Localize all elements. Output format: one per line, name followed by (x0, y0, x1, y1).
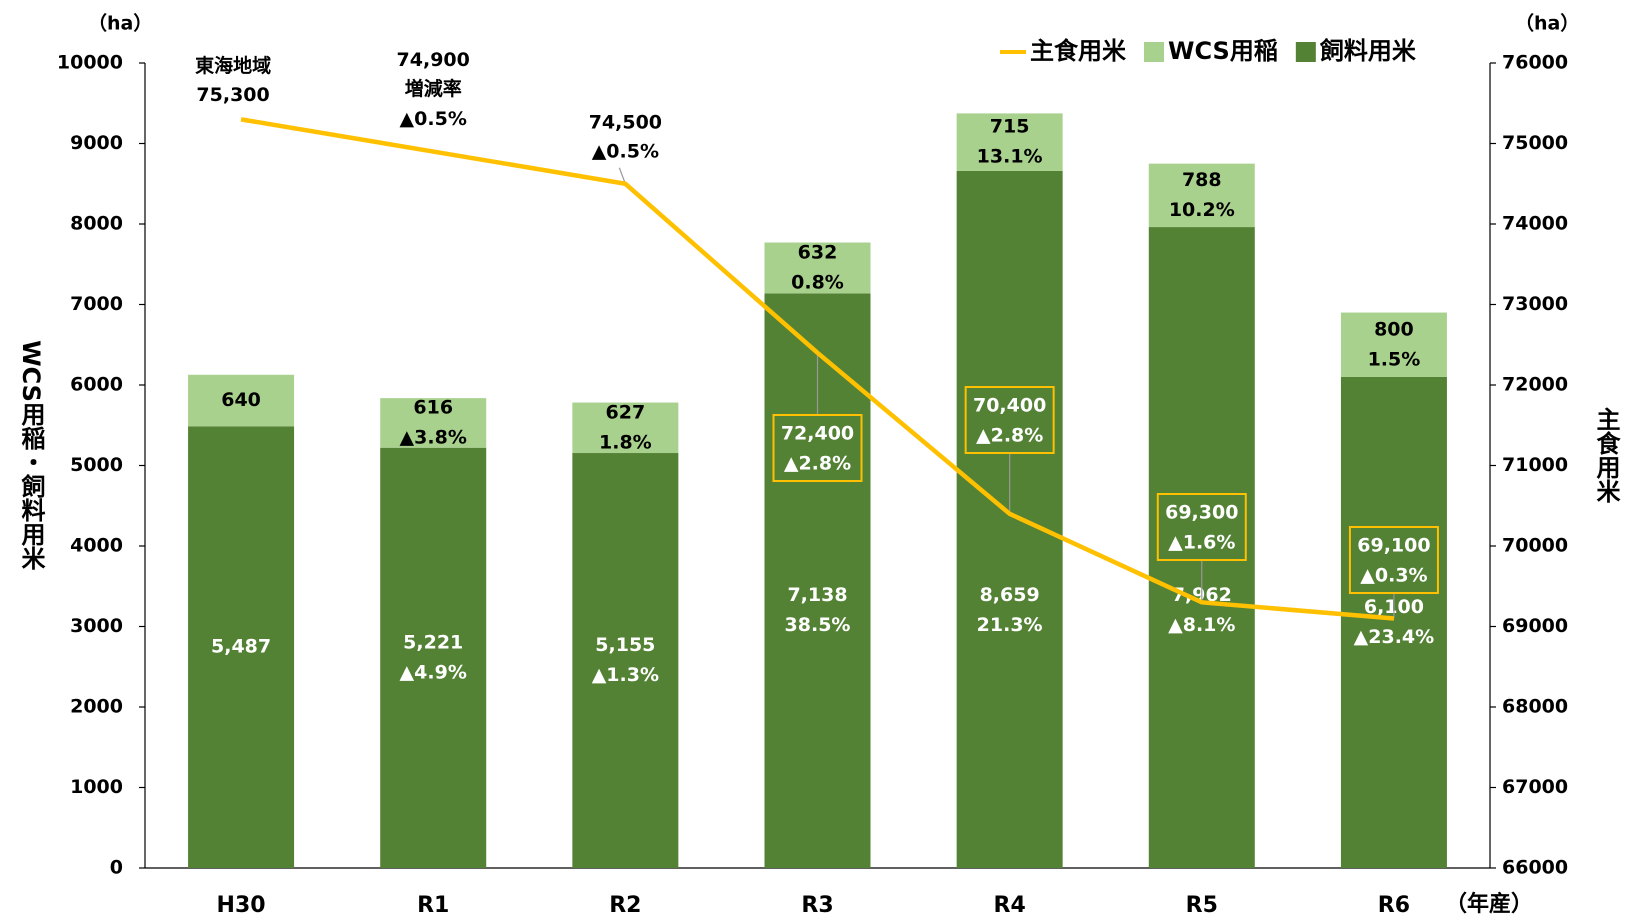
y-tick-label: 9000 (70, 132, 123, 154)
bar-value-label: 715 (990, 116, 1030, 138)
bar-change-label: 0.8% (791, 271, 844, 293)
bar-value-label: 5,221 (403, 631, 463, 653)
bar-segment (572, 453, 679, 868)
x-tick-label: R5 (1186, 893, 1218, 918)
legend-swatch (1144, 42, 1164, 62)
x-tick-label: R1 (417, 893, 449, 918)
y2-tick-label: 72000 (1502, 374, 1568, 396)
label-box (1156, 493, 1247, 561)
leader-line (618, 167, 626, 184)
bar-segment (188, 374, 295, 427)
line-value-label: 72,400 (781, 423, 854, 445)
y2-tick-label: 66000 (1502, 857, 1568, 879)
y-tick-label: 8000 (70, 213, 123, 235)
line-change-label: ▲0.5% (400, 108, 467, 130)
bar-change-label: ▲4.9% (400, 661, 467, 683)
line-change-label: ▲0.3% (1360, 565, 1427, 587)
y-tick-label: 10000 (57, 52, 123, 74)
bar-segment (572, 402, 679, 454)
legend-swatch (1295, 42, 1316, 62)
bar-value-label: 616 (413, 396, 453, 418)
line (240, 117, 1395, 621)
line-value-label: 74,500 (589, 111, 662, 133)
y-axis-label: WCS用稲・飼料用米 (17, 340, 45, 570)
y2-tick-label: 74000 (1502, 213, 1568, 235)
y2-tick-label: 73000 (1502, 293, 1568, 315)
label-box (772, 414, 863, 482)
y-tick-label: 3000 (70, 615, 123, 637)
label-box (1348, 526, 1439, 594)
legend-label: 飼料用米 (1320, 37, 1416, 65)
line-value-label: 75,300 (196, 84, 269, 106)
bar-change-label: ▲8.1% (1168, 614, 1235, 636)
bar-change-label: ▲3.8% (400, 426, 467, 448)
bar-segment (956, 113, 1063, 171)
bar-value-label: 632 (798, 241, 838, 263)
y-tick-label: 7000 (70, 293, 123, 315)
y2-tick-label: 71000 (1502, 454, 1568, 476)
bar-change-label: 1.8% (599, 431, 652, 453)
y-tick-label: 6000 (70, 374, 123, 396)
y-tick-label: 5000 (70, 454, 123, 476)
bar-segment (764, 242, 871, 294)
bar-change-label: 13.1% (977, 146, 1043, 168)
legend-label: 主食用米 (1030, 37, 1126, 65)
y-tick-label: 0 (110, 857, 123, 879)
bar-change-label: 38.5% (785, 614, 851, 636)
x-tick-label: R2 (609, 893, 641, 918)
y2-tick-label: 69000 (1502, 615, 1568, 637)
y2-tick-label: 70000 (1502, 535, 1568, 557)
bar-change-label: 10.2% (1169, 199, 1235, 221)
y2-tick-label: 75000 (1502, 132, 1568, 154)
x-tick-label: R4 (994, 893, 1026, 918)
bar-value-label: 5,155 (595, 634, 655, 656)
line-value-label: 70,400 (973, 395, 1046, 417)
y2-unit: （ha） (1515, 12, 1579, 35)
y2-tick-label: 76000 (1502, 52, 1568, 74)
x-unit: （年産） (1445, 891, 1533, 917)
y-unit: （ha） (88, 12, 152, 35)
x-tick-label: H30 (217, 893, 266, 918)
line-change-label: ▲2.8% (784, 453, 851, 475)
line-value-label: 74,900 (397, 49, 470, 71)
y-tick-label: 4000 (70, 535, 123, 557)
bar-segment (1340, 376, 1447, 868)
y2-axis-label: 主食用米 (1592, 407, 1620, 503)
legend-label: WCS用稲 (1168, 37, 1278, 65)
annotation: 増減率 (405, 77, 462, 100)
bar-segment (1148, 227, 1255, 868)
bar-segment (1148, 163, 1255, 228)
line-value-label: 69,300 (1165, 502, 1238, 524)
label-box (964, 386, 1055, 454)
line-change-label: ▲2.8% (976, 425, 1043, 447)
bar-value-label: 627 (606, 401, 646, 423)
bar-value-label: 7,138 (787, 584, 847, 606)
bar-segment (380, 447, 487, 868)
x-tick-label: R6 (1378, 893, 1410, 918)
bar-value-label: 8,659 (980, 584, 1040, 606)
bar-value-label: 5,487 (211, 636, 271, 658)
annotation: 東海地域 (195, 54, 271, 77)
bar-change-label: ▲23.4% (1354, 626, 1435, 648)
bar-change-label: 1.5% (1368, 348, 1421, 370)
bar-segment (380, 398, 487, 448)
x-tick-label: R3 (801, 893, 833, 918)
bar-segment (1340, 312, 1447, 377)
bar-change-label: 21.3% (977, 614, 1043, 636)
y-tick-label: 1000 (70, 776, 123, 798)
bar-value-label: 800 (1374, 318, 1414, 340)
line-change-label: ▲0.5% (592, 140, 659, 162)
bar-value-label: 640 (221, 389, 261, 411)
y2-tick-label: 68000 (1502, 696, 1568, 718)
line-value-label: 69,100 (1357, 535, 1430, 557)
bar-segment (956, 170, 1063, 868)
y2-tick-label: 67000 (1502, 776, 1568, 798)
line-change-label: ▲1.6% (1168, 532, 1235, 554)
bar-segment (188, 426, 295, 868)
bar-change-label: ▲1.3% (592, 664, 659, 686)
y-tick-label: 2000 (70, 696, 123, 718)
bar-value-label: 788 (1182, 169, 1222, 191)
